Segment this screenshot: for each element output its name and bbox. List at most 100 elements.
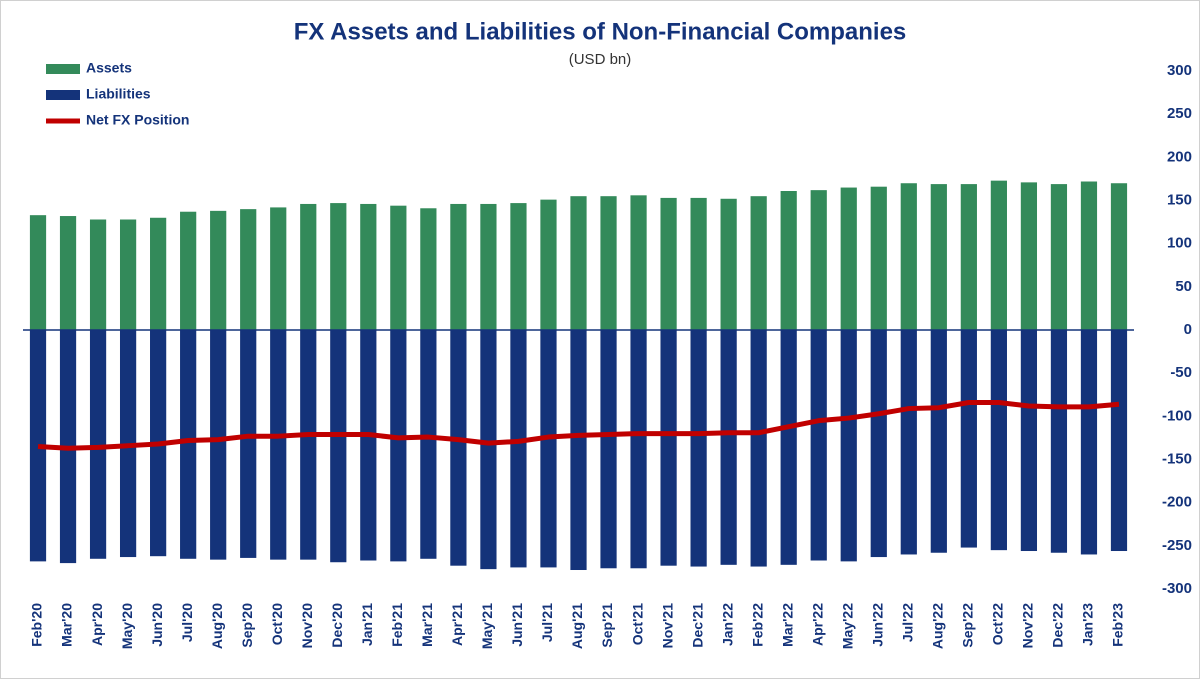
y-tick-label: 250: [1167, 105, 1192, 122]
x-tick-label: Jun'21: [509, 603, 525, 647]
bar: [390, 205, 407, 330]
x-tick-label: Feb'22: [749, 603, 765, 647]
bar: [900, 330, 917, 555]
bar: [1050, 330, 1068, 553]
bar: [570, 196, 587, 330]
y-tick-label: 150: [1167, 191, 1192, 208]
bar: [150, 217, 167, 330]
bar: [450, 330, 467, 566]
bar: [810, 330, 827, 561]
bar: [930, 330, 947, 553]
x-tick-label: Feb'23: [1110, 603, 1126, 647]
bar: [180, 211, 197, 330]
y-tick-label: 200: [1167, 148, 1192, 165]
x-tick-label: Sep'21: [599, 603, 615, 648]
bar: [270, 207, 287, 330]
bar: [390, 330, 407, 562]
bar: [360, 203, 377, 330]
bar: [990, 330, 1007, 551]
y-tick-label: 50: [1175, 278, 1192, 295]
y-tick-label: -150: [1162, 450, 1192, 467]
bar: [750, 196, 767, 330]
bar: [720, 330, 737, 565]
bar: [630, 330, 647, 569]
x-tick-label: Jul'21: [539, 603, 555, 642]
y-tick-label: -100: [1162, 407, 1192, 424]
bar: [600, 196, 617, 330]
bar: [510, 203, 527, 330]
x-tick-label: Dec'20: [329, 603, 345, 648]
bar: [870, 330, 887, 558]
bar: [570, 330, 587, 571]
x-tick-label: Mar'22: [779, 603, 795, 647]
bar: [270, 330, 287, 560]
line: [37, 400, 1120, 451]
bar: [119, 219, 137, 330]
bar: [420, 208, 437, 330]
x-tick-label: Oct'21: [629, 603, 645, 645]
bar: [480, 203, 497, 330]
bar: [29, 330, 47, 562]
x-tick-label: Aug'22: [930, 603, 946, 649]
bar: [240, 330, 257, 558]
bar: [89, 219, 107, 330]
legend-label: Liabilities: [86, 86, 151, 102]
y-tick-label: -200: [1162, 494, 1192, 511]
x-tick-label: Mar'21: [419, 603, 435, 647]
bar: [360, 330, 377, 561]
bar: [1050, 184, 1068, 330]
bar: [420, 330, 437, 559]
y-tick-label: -250: [1162, 537, 1192, 554]
x-tick-label: Apr'22: [809, 603, 825, 646]
bar: [840, 187, 857, 330]
bar: [780, 330, 797, 565]
bar: [930, 184, 947, 330]
bar: [1080, 181, 1098, 330]
bar: [1110, 183, 1128, 330]
x-tick-label: Apr'20: [89, 603, 105, 646]
x-tick-label: Nov'22: [1020, 603, 1036, 649]
bar: [1110, 330, 1128, 552]
bar: [180, 330, 197, 559]
x-tick-label: Feb'20: [29, 603, 45, 647]
x-tick-label: Nov'20: [299, 603, 315, 649]
x-tick-label: Jan'22: [719, 603, 735, 646]
x-tick-label: Apr'21: [449, 603, 465, 646]
bar: [59, 216, 77, 330]
bar: [300, 203, 317, 330]
bar: [1080, 330, 1098, 555]
x-tick-label: Dec'22: [1050, 603, 1066, 648]
x-tick-label: Jun'20: [149, 603, 165, 647]
x-tick-label: May'21: [479, 603, 495, 649]
bar: [29, 215, 47, 330]
bar: [540, 199, 557, 330]
bar: [900, 183, 917, 330]
x-tick-label: Jul'22: [900, 603, 916, 642]
x-tick-label: Jan'23: [1080, 603, 1096, 646]
x-tick-label: Aug'20: [209, 603, 225, 649]
bar: [300, 330, 317, 560]
bar: [690, 197, 707, 330]
bar: [240, 209, 257, 330]
bar: [1020, 182, 1038, 330]
x-tick-label: Oct'20: [269, 603, 285, 645]
legend-label: Net FX Position: [86, 112, 189, 128]
bar: [660, 197, 677, 330]
bar: [840, 330, 857, 562]
bar: [780, 191, 797, 330]
x-tick-label: May'22: [839, 603, 855, 649]
bar: [450, 203, 467, 330]
bar: [330, 330, 347, 563]
x-tick-label: Nov'21: [659, 603, 675, 649]
x-tick-label: Mar'20: [59, 603, 75, 647]
x-tick-label: Sep'20: [239, 603, 255, 648]
x-tick-label: Sep'22: [960, 603, 976, 648]
x-tick-label: Dec'21: [689, 603, 705, 648]
bar: [89, 330, 107, 559]
y-tick-label: -50: [1170, 364, 1192, 381]
bar: [870, 186, 887, 330]
x-tick-label: Jan'21: [359, 603, 375, 646]
y-tick-label: 0: [1184, 321, 1192, 338]
bar: [1020, 330, 1038, 552]
